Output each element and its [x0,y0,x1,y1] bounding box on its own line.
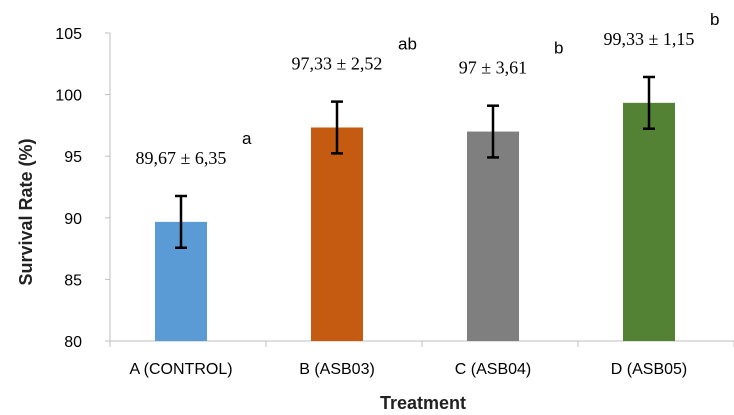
y-tick-label: 105 [55,26,82,43]
significance-letter: a [242,129,252,148]
bars [155,102,675,341]
x-tick-label: A (CONTROL) [129,361,232,378]
bar-3 [467,131,519,341]
significance-letter: ab [398,35,417,54]
bar-4 [623,102,675,341]
x-tick-label: D (ASB05) [611,361,687,378]
y-axis: 80 85 90 95 100 105 [55,26,111,351]
significance-letter: b [554,39,563,58]
significance-letter: b [710,10,719,29]
y-axis-title: Survival Rate (%) [16,138,36,285]
y-tick-label: 100 [55,88,82,105]
data-label: 89,67 ± 6,35 [136,148,227,168]
x-axis: A (CONTROL) B (ASB03) C (ASB04) D (ASB05) [109,340,734,378]
bar-2 [311,127,363,341]
y-tick-label: 90 [64,211,82,228]
data-label: 99,33 ± 1,15 [604,29,695,49]
y-tick-label: 95 [64,149,82,166]
data-label: 97 ± 3,61 [459,58,527,78]
x-tick-label: C (ASB04) [455,361,531,378]
error-bars [175,75,655,249]
y-tick-label: 85 [64,272,82,289]
data-label: 97,33 ± 2,52 [292,54,383,74]
x-axis-title: Treatment [380,393,466,413]
y-tick-label: 80 [64,334,82,351]
data-labels: 89,67 ± 6,35 a 97,33 ± 2,52 ab 97 ± 3,61 b 99,… [136,10,720,168]
x-tick-label: B (ASB03) [299,361,375,378]
